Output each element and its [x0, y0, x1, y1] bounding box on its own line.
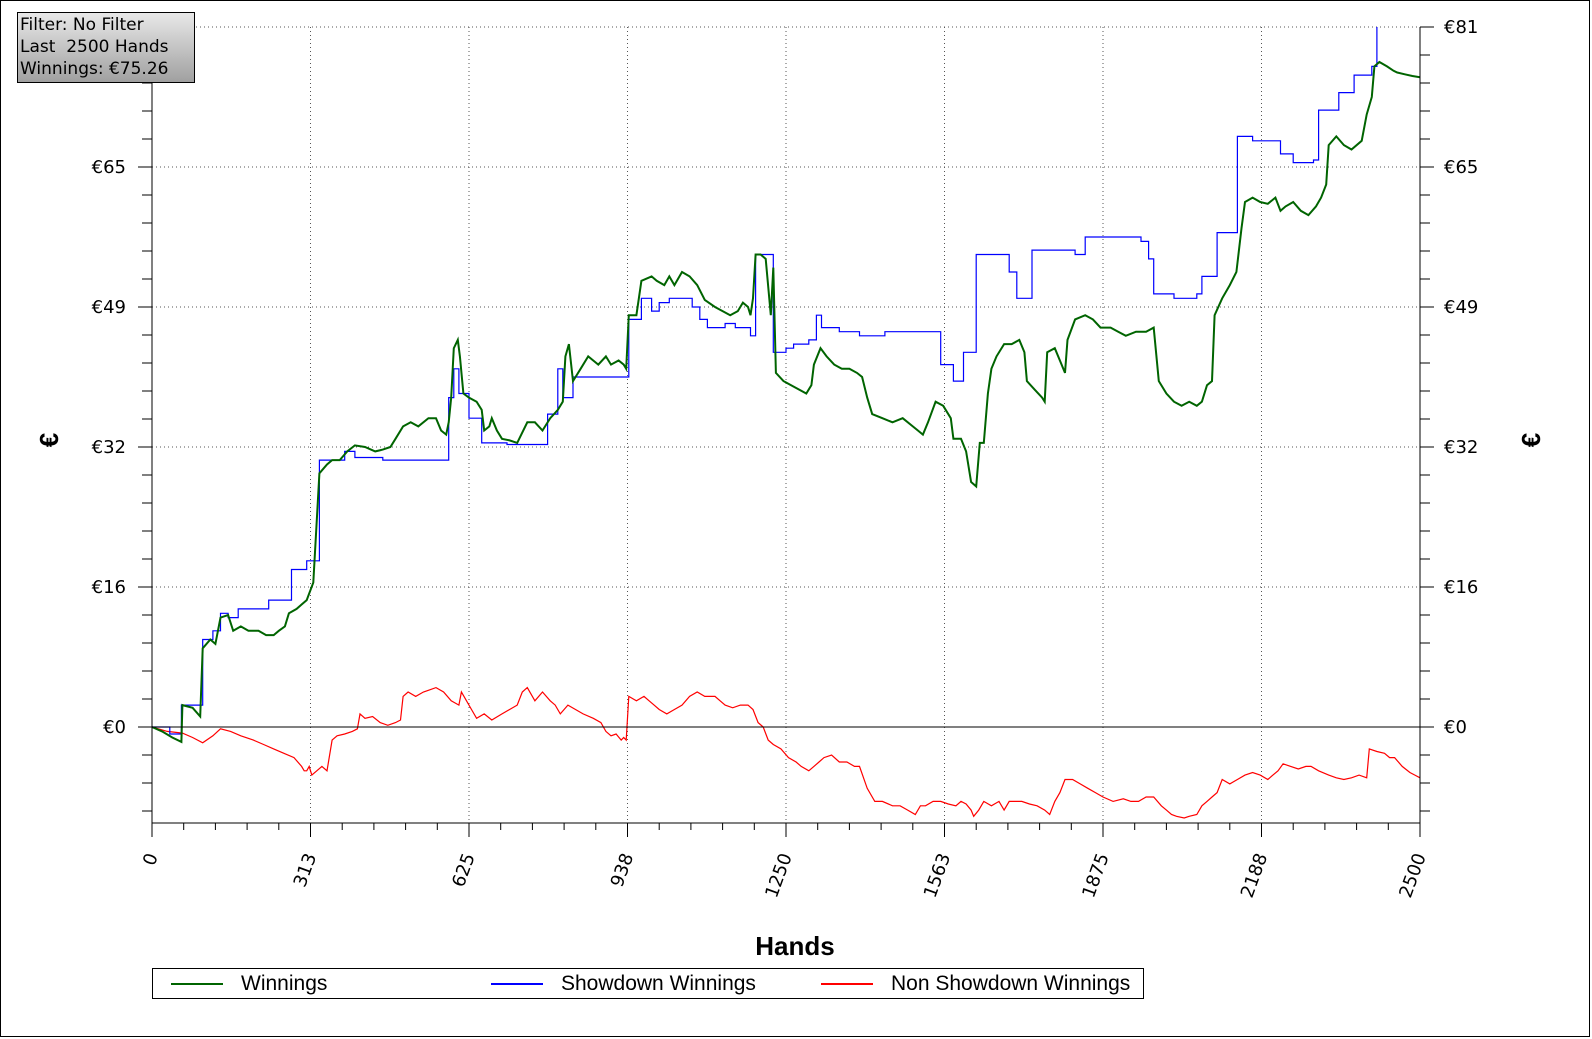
- y-tick-label-right: €0: [1444, 717, 1467, 738]
- winnings-total-text: Winnings: €75.26: [20, 59, 169, 79]
- y-axis-label-left: €: [34, 433, 64, 447]
- series-showdown-line: [152, 27, 1378, 735]
- legend-swatch-non-showdown: [821, 982, 873, 985]
- x-tick-label: 1250: [761, 851, 796, 901]
- legend-item-non-showdown: Non Showdown Winnings: [821, 969, 1130, 998]
- legend: Winnings Showdown Winnings Non Showdown …: [152, 968, 1144, 999]
- x-axis-label: Hands: [755, 931, 834, 961]
- legend-label-showdown: Showdown Winnings: [561, 971, 756, 995]
- legend-swatch-showdown: [491, 982, 543, 985]
- x-tick-label: 938: [607, 851, 638, 890]
- y-tick-label-right: €16: [1444, 577, 1478, 598]
- x-tick-label: 1875: [1078, 851, 1113, 901]
- legend-item-winnings: Winnings: [171, 969, 327, 998]
- y-tick-label-left: €49: [92, 297, 126, 318]
- legend-label-winnings: Winnings: [241, 971, 328, 995]
- hands-count-text: Last 2500 Hands: [20, 37, 169, 57]
- legend-item-showdown: Showdown Winnings: [491, 969, 756, 998]
- x-tick-label: 1563: [920, 851, 955, 901]
- y-tick-label-right: €65: [1444, 157, 1478, 178]
- x-tick-label: 2188: [1237, 851, 1272, 901]
- series-non-showdown-line: [151, 686, 1421, 819]
- y-tick-label-left: €0: [103, 717, 126, 738]
- x-tick-label: 625: [448, 851, 479, 890]
- legend-label-non-showdown: Non Showdown Winnings: [891, 971, 1131, 995]
- y-axis-label-right: €: [1516, 433, 1546, 447]
- info-box: Filter: No Filter Last 2500 Hands Winnings…: [17, 12, 195, 83]
- series-winnings-line: [151, 60, 1421, 744]
- y-tick-label-left: €32: [92, 437, 126, 458]
- tick-labels: €0€0€16€16€32€32€49€49€65€65€81€81031362…: [92, 17, 1479, 901]
- grid: [152, 26, 1420, 823]
- y-tick-label-left: €16: [92, 577, 126, 598]
- x-tick-label: 313: [290, 851, 321, 890]
- filter-text: Filter: No Filter: [20, 15, 144, 35]
- legend-swatch-winnings: [171, 982, 223, 985]
- y-tick-label-right: €81: [1444, 17, 1478, 38]
- y-tick-label-right: €49: [1444, 297, 1478, 318]
- series-lines: [151, 27, 1421, 819]
- x-tick-label: 2500: [1395, 851, 1430, 901]
- axes: [138, 26, 1434, 837]
- x-tick-label: 0: [139, 851, 163, 869]
- y-tick-label-left: €65: [92, 157, 126, 178]
- y-tick-label-right: €32: [1444, 437, 1478, 458]
